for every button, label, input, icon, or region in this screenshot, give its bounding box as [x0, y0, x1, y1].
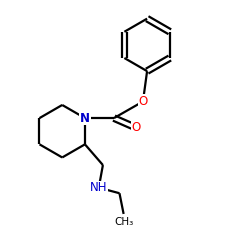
Text: O: O — [132, 121, 141, 134]
Text: NH: NH — [90, 181, 108, 194]
Text: O: O — [138, 95, 147, 108]
Text: CH₃: CH₃ — [114, 217, 133, 227]
Text: N: N — [80, 112, 90, 124]
